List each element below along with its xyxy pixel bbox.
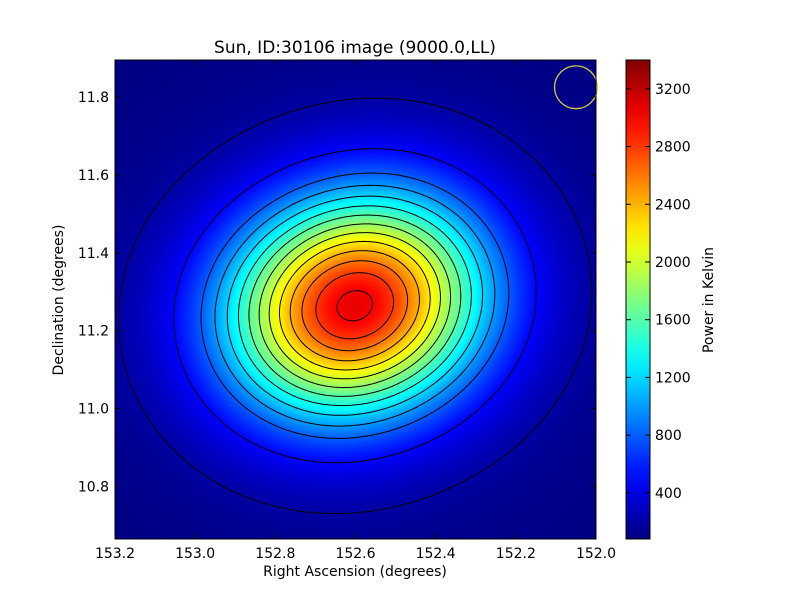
contour-lines <box>118 97 593 514</box>
y-axis-label: Declination (degrees) <box>51 225 67 376</box>
y-axis: 10.8 11.0 11.2 11.4 11.6 11.8 <box>78 90 596 495</box>
x-tick-label: 152.4 <box>416 546 456 562</box>
y-tick-label: 11.6 <box>78 168 109 184</box>
colorbar-tick-label: 2000 <box>655 255 691 271</box>
contour-line <box>301 260 409 352</box>
contour-line <box>336 290 374 322</box>
colorbar-tick-label: 800 <box>655 428 682 444</box>
contour-line <box>248 214 462 397</box>
plot-area: 153.2 153.0 152.8 152.6 152.4 152.2 152.0 10.8… <box>78 59 616 562</box>
chart-title: Sun, ID:30106 image (9000.0,LL) <box>214 38 496 58</box>
x-tick-label: 152.0 <box>576 546 616 562</box>
colorbar-tick-label: 2400 <box>655 197 691 213</box>
heatmap-image <box>115 60 596 539</box>
contour-line <box>268 232 441 380</box>
colorbar-tick-label: 400 <box>655 486 682 502</box>
contour-line <box>226 195 484 416</box>
y-tick-label: 10.8 <box>78 479 109 495</box>
colorbar-tick-label: 1200 <box>655 370 691 386</box>
contour-line <box>118 97 593 514</box>
colorbar-tick-label: 2800 <box>655 140 691 156</box>
x-tick-label: 152.6 <box>335 546 375 562</box>
colorbar-label: Power in Kelvin <box>701 247 717 353</box>
y-tick-label: 11.2 <box>78 324 109 340</box>
contour-line <box>278 240 431 371</box>
x-tick-label: 153.0 <box>175 546 215 562</box>
y-tick-label: 11.4 <box>78 246 109 262</box>
contour-line <box>173 148 537 464</box>
beam-circle <box>553 65 599 110</box>
colorbar-ticks: 400 800 1200 1600 2000 2400 2800 3200 <box>626 82 691 502</box>
x-tick-label: 152.8 <box>255 546 295 562</box>
contour-line <box>315 272 395 340</box>
colorbar: 400 800 1200 1600 2000 2400 2800 3200 <box>625 59 691 540</box>
colorbar-tick-label: 1600 <box>655 313 691 329</box>
x-tick-label: 153.2 <box>95 546 135 562</box>
contour-line <box>289 250 420 362</box>
y-tick-label: 11.0 <box>78 402 109 418</box>
colorbar-fill <box>626 60 650 539</box>
y-tick-label: 11.8 <box>78 90 109 106</box>
contour-line <box>200 172 510 439</box>
contour-line <box>237 205 472 407</box>
colorbar-tick-label: 3200 <box>655 82 691 98</box>
x-axis: 153.2 153.0 152.8 152.6 152.4 152.2 152.0 <box>95 60 616 562</box>
contour-line <box>214 184 496 427</box>
colorbar-frame <box>625 59 651 540</box>
x-tick-label: 152.2 <box>496 546 536 562</box>
x-axis-label: Right Ascension (degrees) <box>263 564 447 580</box>
contour-line <box>258 223 452 389</box>
